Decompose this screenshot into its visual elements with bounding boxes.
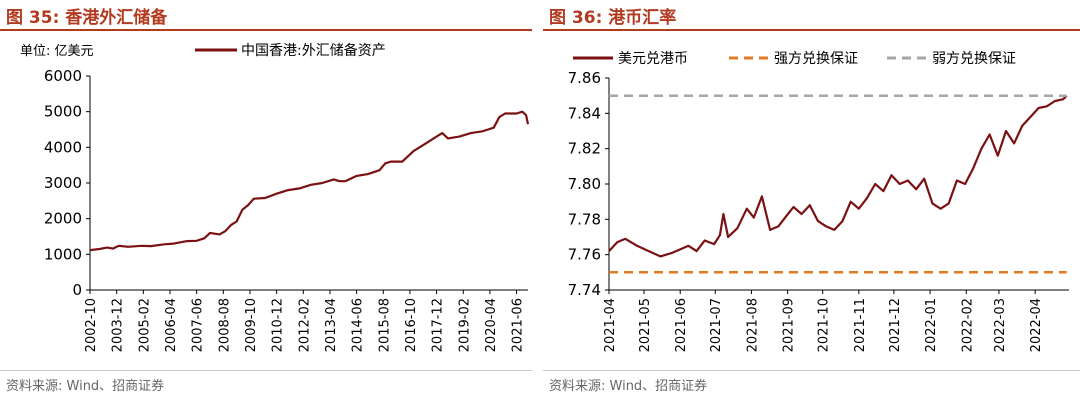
x-tick-label: 2008-08 xyxy=(217,298,232,352)
x-tick-label: 2007-06 xyxy=(191,298,206,352)
x-tick-label: 2020-04 xyxy=(484,298,499,352)
x-tick-label: 2015-08 xyxy=(377,298,392,352)
x-tick-label: 2010-12 xyxy=(271,298,286,352)
title-divider xyxy=(543,29,1080,31)
x-tick-label: 2021-06 xyxy=(674,298,689,352)
x-tick-label: 2021-04 xyxy=(603,298,618,352)
source-note: 资料来源: Wind、招商证券 xyxy=(549,379,708,394)
x-tick-label: 2022-04 xyxy=(1029,298,1044,352)
x-tick-label: 2021-12 xyxy=(888,298,903,352)
right-figure-panel: 图 36: 港币汇率 7.74 7.76 7.78 7.80 7.82 7.84 7.86 2… xyxy=(543,0,1080,401)
figure-title: 图 36: 港币汇率 xyxy=(549,8,677,28)
legend-label: 中国香港:外汇储备资产 xyxy=(241,42,386,59)
series-line xyxy=(608,94,1068,258)
x-tick-label: 2009-10 xyxy=(244,298,259,352)
source-note: 资料来源: Wind、招商证券 xyxy=(6,379,165,394)
hkd-exchange-rate-chart: 7.74 7.76 7.78 7.80 7.82 7.84 7.86 2021-04 2021-… xyxy=(568,50,1069,352)
y-tick-label: 7.76 xyxy=(568,246,601,264)
x-tick-label: 2016-10 xyxy=(404,298,419,352)
unit-label: 单位: 亿美元 xyxy=(20,44,94,59)
x-tick-label: 2014-06 xyxy=(351,298,366,352)
source-divider xyxy=(0,370,532,371)
x-tick-label: 2005-02 xyxy=(137,298,152,352)
title-divider xyxy=(0,29,532,31)
x-tick-label: 2003-12 xyxy=(111,298,126,352)
x-tick-label: 2021-09 xyxy=(782,298,797,352)
left-figure-panel: 图 35: 香港外汇储备 单位: 亿美元 0 1000 2000 3000 4000 500… xyxy=(0,0,532,401)
x-tick-label: 2019-02 xyxy=(457,298,472,352)
x-tick-label: 2017-12 xyxy=(431,298,446,352)
y-tick-label: 7.86 xyxy=(568,69,601,87)
x-tick-label: 2021-10 xyxy=(817,298,832,352)
fx-reserves-chart: 单位: 亿美元 0 1000 2000 3000 4000 5000 6000 2002-10 2… xyxy=(20,42,530,352)
x-tick-label: 2013-04 xyxy=(324,298,339,352)
x-tick-label: 2021-08 xyxy=(745,298,760,352)
y-tick-label: 7.82 xyxy=(568,140,601,158)
x-tick-label: 2022-02 xyxy=(960,298,975,352)
x-tick-label: 2021-05 xyxy=(638,298,653,352)
x-tick-label: 2006-04 xyxy=(164,298,179,352)
x-tick-label: 2021-11 xyxy=(853,298,868,352)
x-tick-label: 2012-02 xyxy=(297,298,312,352)
source-divider xyxy=(543,370,1080,371)
x-tick-label: 2002-10 xyxy=(84,298,99,352)
y-tick-label: 0 xyxy=(72,281,82,299)
y-tick-label: 7.74 xyxy=(568,281,601,299)
y-tick-label: 1000 xyxy=(44,245,82,263)
y-tick-label: 7.84 xyxy=(568,104,601,122)
y-tick-label: 3000 xyxy=(44,174,82,192)
y-tick-label: 7.80 xyxy=(568,175,601,193)
x-tick-label: 2022-03 xyxy=(993,298,1008,352)
y-tick-label: 2000 xyxy=(44,210,82,228)
figure-title: 图 35: 香港外汇储备 xyxy=(6,8,168,28)
x-tick-label: 2022-01 xyxy=(924,298,939,352)
legend-label: 美元兑港币 xyxy=(618,51,688,67)
y-tick-label: 5000 xyxy=(44,103,82,121)
y-tick-label: 7.78 xyxy=(568,210,601,228)
series-line xyxy=(89,110,530,252)
y-tick-label: 4000 xyxy=(44,138,82,156)
legend-label: 强方兑换保证 xyxy=(774,50,858,67)
y-tick-label: 6000 xyxy=(44,67,82,85)
x-tick-label: 2021-07 xyxy=(709,298,724,352)
x-tick-label: 2021-06 xyxy=(511,298,526,352)
legend-label: 弱方兑换保证 xyxy=(932,50,1016,67)
